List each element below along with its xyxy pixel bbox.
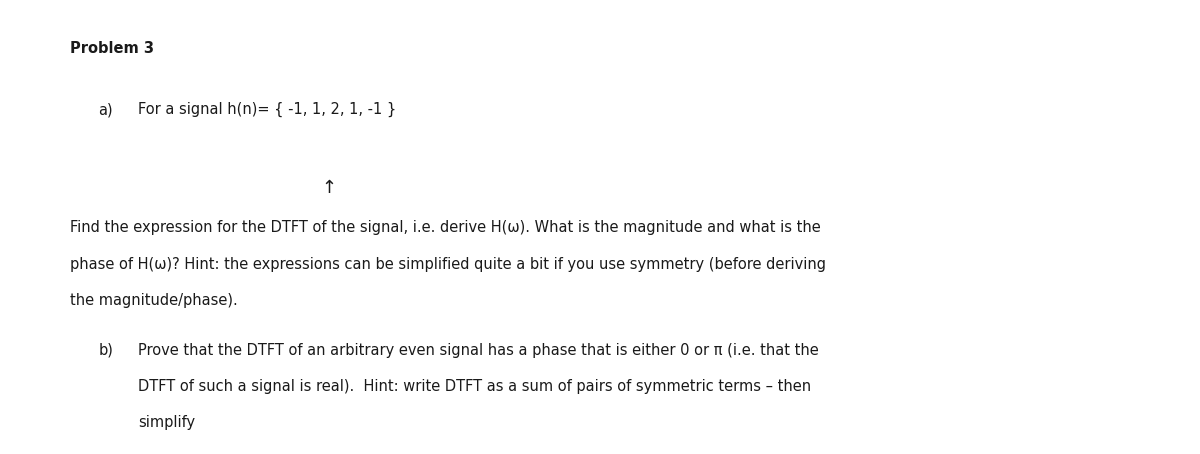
Text: b): b) xyxy=(98,343,113,358)
Text: For a signal h(n)= { -1, 1, 2, 1, -1 }: For a signal h(n)= { -1, 1, 2, 1, -1 } xyxy=(138,102,396,117)
Text: phase of H(ω)? Hint: the expressions can be simplified quite a bit if you use sy: phase of H(ω)? Hint: the expressions can… xyxy=(70,257,826,271)
Text: Find the expression for the DTFT of the signal, i.e. derive H(ω). What is the ma: Find the expression for the DTFT of the … xyxy=(70,220,821,235)
Text: DTFT of such a signal is real).  Hint: write DTFT as a sum of pairs of symmetric: DTFT of such a signal is real). Hint: wr… xyxy=(138,379,811,394)
Text: Problem 3: Problem 3 xyxy=(70,41,154,56)
Text: simplify: simplify xyxy=(138,415,196,430)
Text: ↑: ↑ xyxy=(322,179,337,197)
Text: the magnitude/phase).: the magnitude/phase). xyxy=(70,293,238,308)
Text: Prove that the DTFT of an arbitrary even signal has a phase that is either 0 or : Prove that the DTFT of an arbitrary even… xyxy=(138,343,818,358)
Text: a): a) xyxy=(98,102,113,117)
